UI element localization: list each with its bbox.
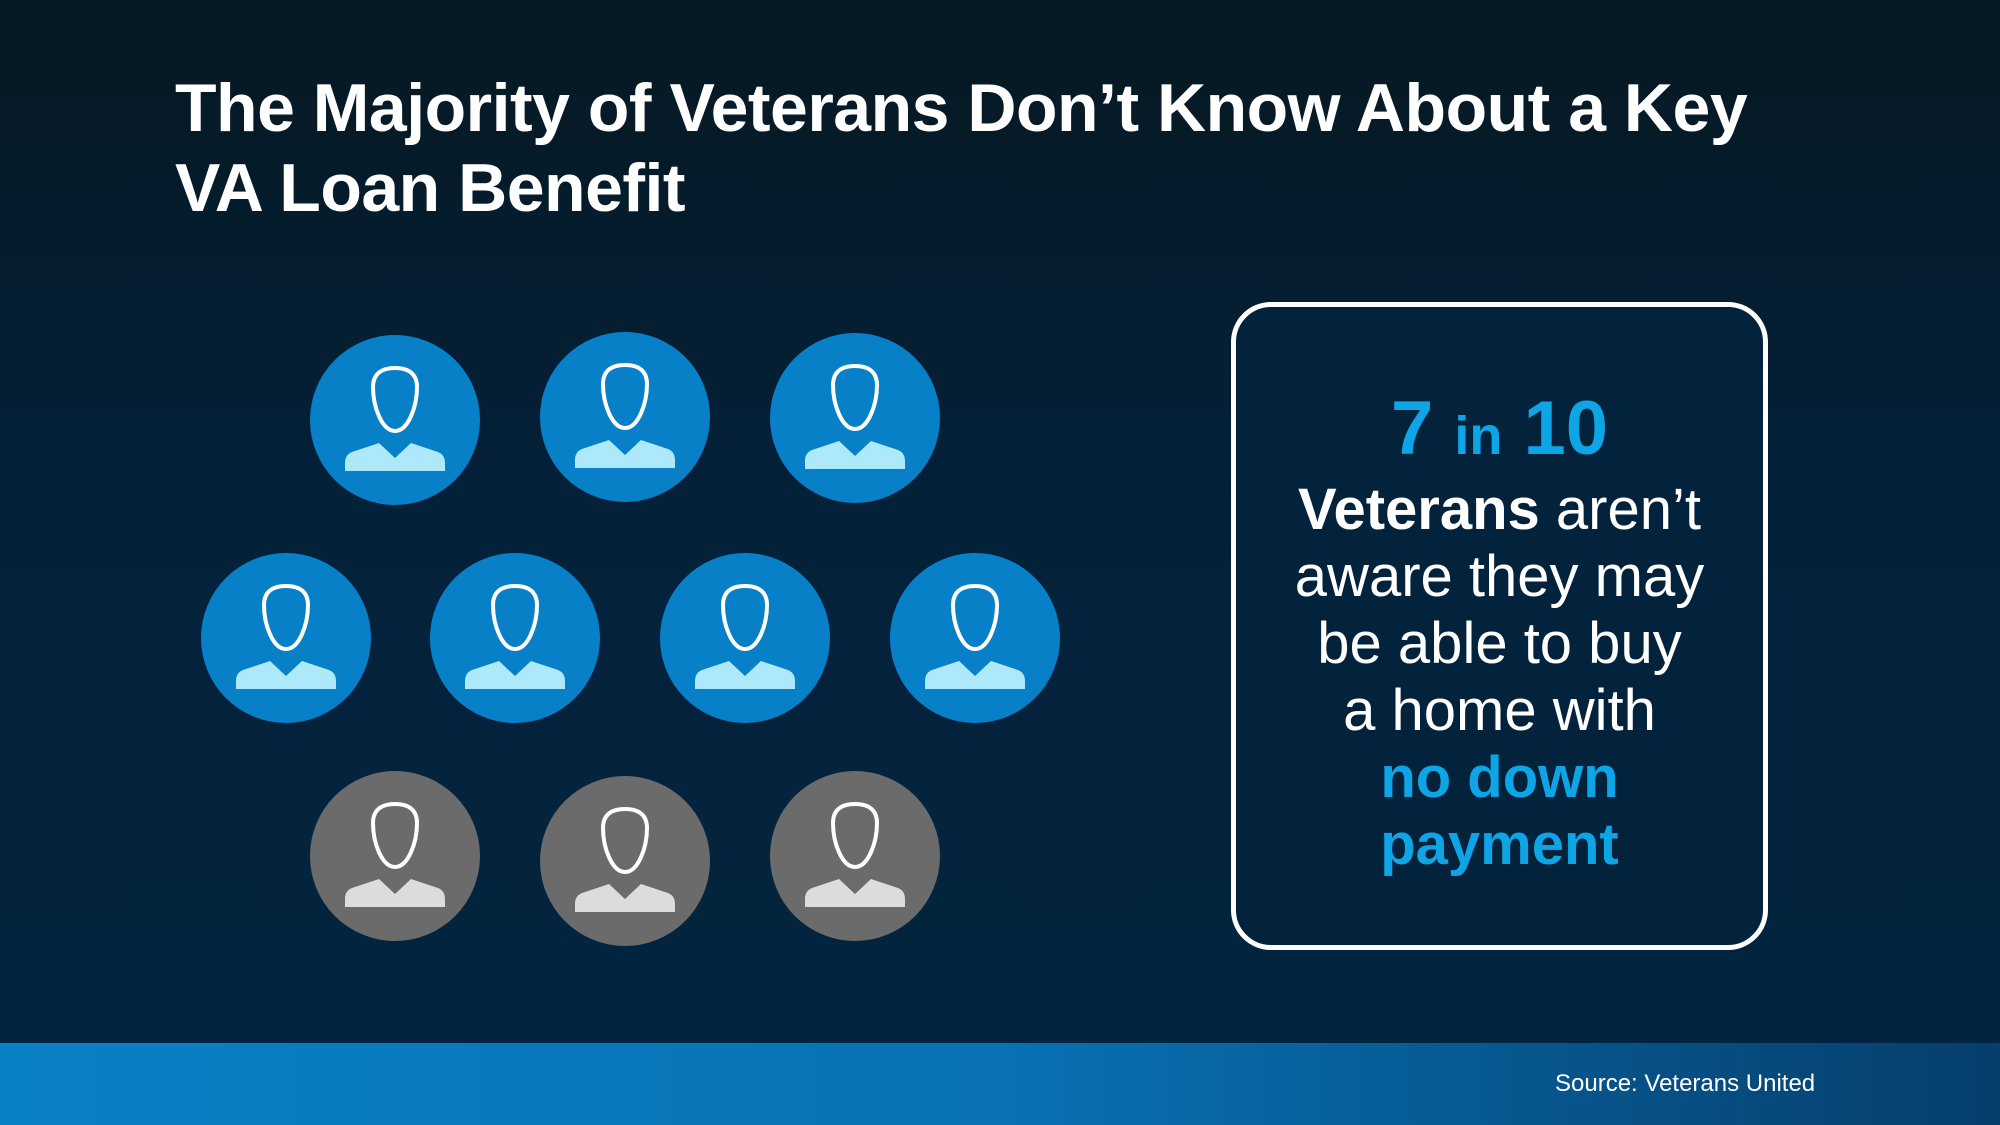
person-icon [540,776,710,946]
callout-line-3: be able to buy [1317,611,1682,676]
person-icon-other [540,776,710,946]
stat-number: 7 [1390,386,1434,471]
person-icon-aware-unaware [201,553,371,723]
stat-in: in [1454,406,1503,466]
person-icon [310,771,480,941]
person-icon-aware-unaware [310,335,480,505]
person-icon [430,553,600,723]
person-icon-aware-unaware [890,553,1060,723]
source-text: Source: Veterans United [1555,1070,1816,1097]
person-icon [660,553,830,723]
person-icon [890,553,1060,723]
slide-title: The Majority of Veterans Don’t Know Abou… [175,68,1825,228]
person-icon-aware-unaware [660,553,830,723]
title-line-2: VA Loan Benefit [175,150,686,226]
callout-highlight-2: payment [1380,812,1619,877]
stat-total: 10 [1523,386,1609,471]
person-icon-aware-unaware [540,332,710,502]
statistic-ratio: 7 in 10 [1236,389,1763,476]
person-icon-other [310,771,480,941]
footer-bar [0,1043,2000,1125]
person-icon [201,553,371,723]
callout-line-1: aren’t [1539,477,1702,542]
callout-line-4: a home with [1343,678,1656,743]
person-icon [770,333,940,503]
person-icon-aware-unaware [770,333,940,503]
callout-line-2: aware they may [1294,544,1705,609]
person-icon [540,332,710,502]
statistic-callout-box: 7 in 10 Veterans aren’t aware they may b… [1231,302,1768,950]
callout-bold-word: Veterans [1297,477,1540,542]
person-icon [310,335,480,505]
callout-highlight-1: no down [1380,745,1619,810]
person-icon-other [770,771,940,941]
person-icon [770,771,940,941]
title-line-1: The Majority of Veterans Don’t Know Abou… [175,70,1748,146]
callout-text: Veterans aren’t aware they may be able t… [1236,476,1763,878]
person-icon-aware-unaware [430,553,600,723]
